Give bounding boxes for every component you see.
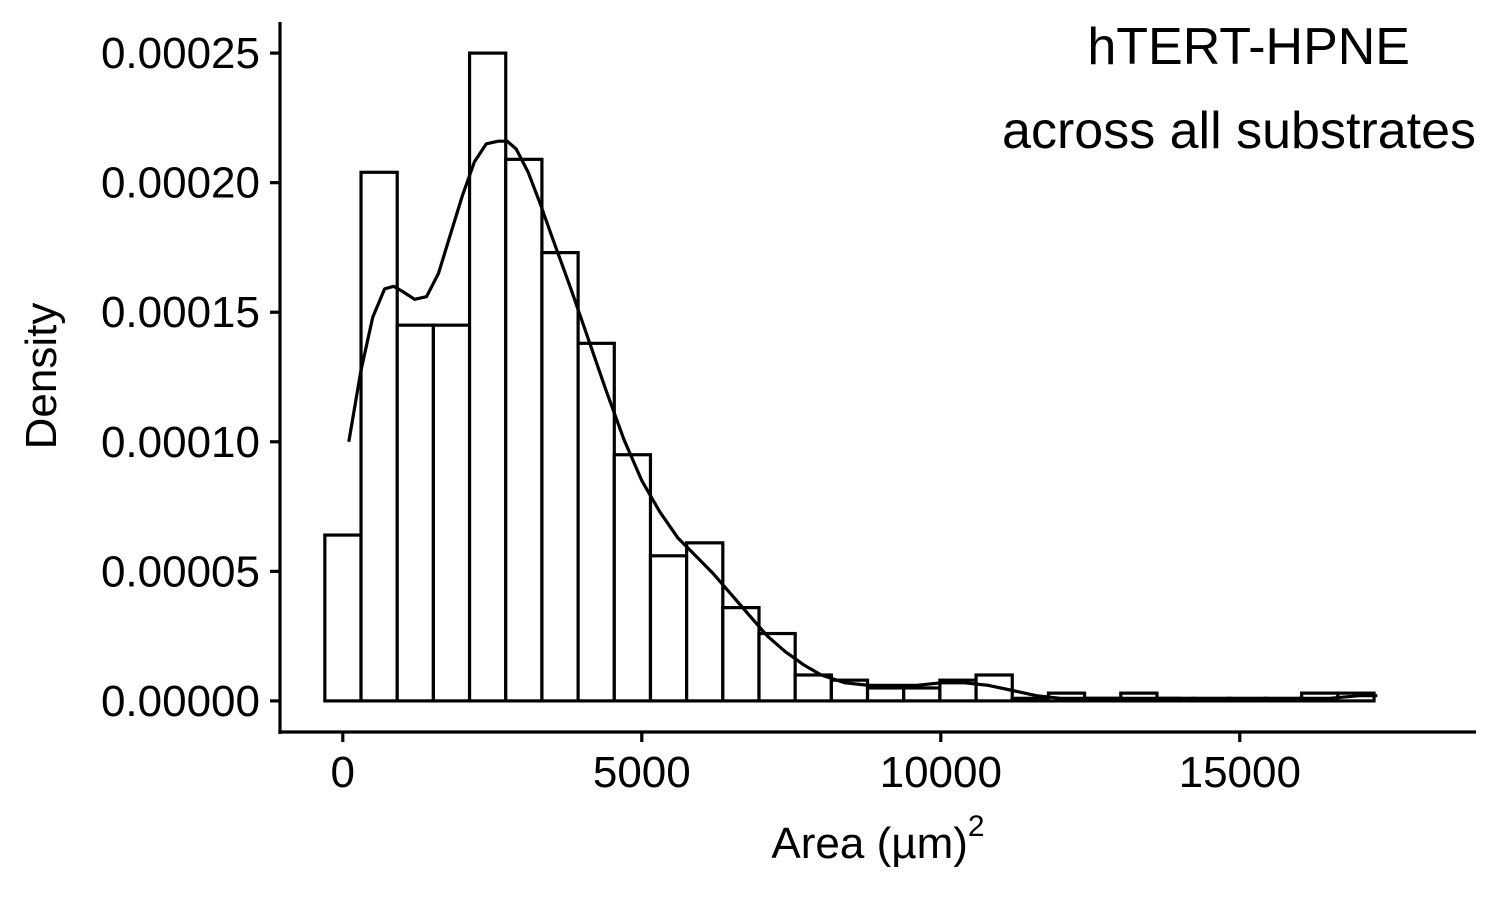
histogram-bar-8 — [612, 453, 653, 703]
y-axis-title: Density — [17, 303, 66, 450]
histogram-bar-7 — [576, 341, 616, 703]
histogram-bar-16 — [902, 686, 942, 703]
y-axis-ticks: 0.00000 0.00005 0.00010 0.00015 0.00020 0.000… — [101, 29, 280, 726]
histogram-bar-15 — [865, 686, 906, 703]
x-axis-title-text: Area (µm) — [771, 819, 967, 868]
x-axis-title: Area (µm)2 — [771, 810, 984, 868]
histogram-bar-9 — [648, 554, 689, 703]
histogram-bar-19 — [1010, 696, 1051, 703]
histogram-bar-5 — [504, 157, 544, 703]
y-tick-label-1: 0.00005 — [101, 547, 260, 596]
x-tick-label-0: 0 — [331, 748, 355, 797]
histogram-bar-11 — [721, 606, 761, 703]
histogram-bar-4 — [467, 51, 508, 703]
histogram-bar-6 — [540, 251, 580, 703]
y-tick-label-4: 0.00020 — [101, 159, 260, 208]
histogram-bar-12 — [757, 631, 797, 703]
histogram-bar-0 — [323, 533, 363, 703]
y-tick-label-5: 0.00025 — [101, 29, 260, 78]
histogram-bar-2 — [395, 323, 435, 703]
histogram-bar-1 — [359, 170, 399, 703]
histogram-bar-13 — [793, 673, 833, 703]
x-axis-ticks: 0 5000 10000 15000 — [331, 732, 1301, 797]
annotation-line-2: across all substrates — [1002, 102, 1476, 160]
x-axis-title-superscript: 2 — [968, 810, 985, 843]
y-tick-label-3: 0.00015 — [101, 288, 260, 337]
histogram-bar-3 — [431, 323, 472, 703]
x-tick-label-2: 10000 — [880, 748, 1002, 797]
x-tick-label-3: 15000 — [1179, 748, 1301, 797]
y-tick-label-2: 0.00010 — [101, 418, 260, 467]
density-curve — [347, 139, 1378, 703]
y-tick-label-0: 0.00000 — [101, 677, 260, 726]
x-tick-label-1: 5000 — [593, 748, 691, 797]
annotation-line-1: hTERT-HPNE — [1087, 18, 1410, 76]
